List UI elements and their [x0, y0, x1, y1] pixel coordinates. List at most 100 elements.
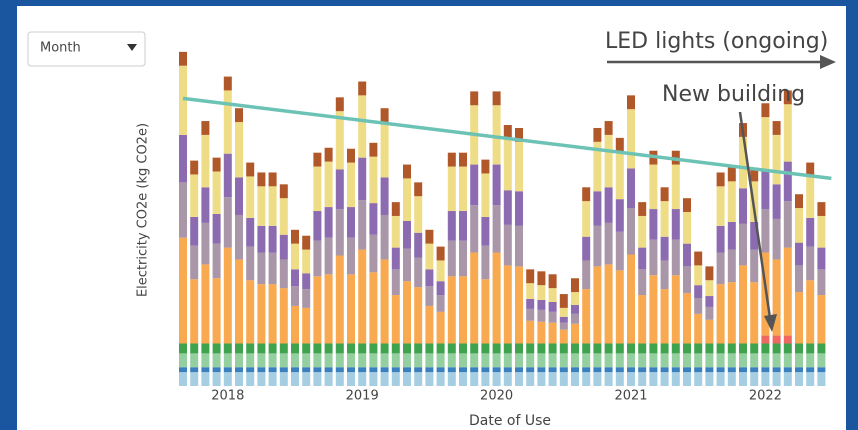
bar-segment: [503, 353, 512, 368]
bar-segment: [817, 353, 826, 368]
bar-segment: [369, 372, 378, 386]
dropdown-box[interactable]: [27, 31, 146, 67]
bar-segment: [279, 234, 288, 260]
bar-segment: [470, 164, 479, 206]
bar-segment: [212, 157, 221, 172]
bar-segment: [537, 321, 546, 344]
bar-segment: [559, 316, 568, 323]
bar-segment: [335, 353, 344, 368]
bar-segment: [201, 353, 210, 368]
bar-segment: [324, 367, 333, 373]
bar-segment: [739, 265, 747, 344]
bar-segment: [492, 105, 501, 165]
bar-segment: [761, 343, 770, 354]
bar-segment: [795, 242, 803, 266]
bar-segment: [683, 353, 691, 368]
bar-segment: [582, 353, 591, 368]
bar-segment: [593, 127, 602, 142]
bar-segment: [503, 125, 512, 139]
bar-segment: [615, 367, 624, 373]
bar-segment: [716, 372, 725, 386]
bar-segment: [403, 164, 411, 179]
bar-segment: [246, 162, 255, 177]
bar-segment: [324, 274, 333, 344]
bar-segment: [660, 236, 669, 261]
bar-segment: [291, 367, 299, 373]
bar-segment: [459, 240, 467, 277]
bar-segment: [447, 367, 456, 373]
bar-segment: [358, 249, 367, 344]
bar-segment: [492, 343, 501, 354]
bar-segment: [179, 51, 187, 66]
bar-segment: [817, 343, 826, 354]
bar-segment: [347, 162, 355, 208]
bar-segment: [806, 353, 815, 368]
bar-segment: [571, 278, 579, 293]
bar-segment: [515, 266, 523, 344]
bar-segment: [459, 353, 467, 368]
bar-segment: [425, 229, 434, 244]
bar-segment: [358, 157, 367, 201]
bar-segment: [302, 367, 311, 373]
bar-segment: [190, 367, 199, 373]
bar-segment: [795, 194, 803, 209]
dropdown-label[interactable]: Month: [40, 41, 81, 56]
bar-segment: [302, 372, 311, 386]
bar-segment: [212, 243, 221, 279]
bar-segment: [369, 203, 378, 235]
bar-segment: [268, 367, 277, 373]
bar-segment: [279, 198, 288, 235]
x-tick-label: 2020: [480, 389, 513, 404]
dropdown-arrow[interactable]: [127, 44, 137, 51]
bar-segment: [313, 166, 322, 212]
bar-segment: [638, 367, 647, 373]
bar-segment: [347, 274, 355, 344]
bar-segment: [425, 353, 434, 368]
bar-segment: [772, 372, 781, 386]
bar-segment: [705, 367, 714, 373]
bar-segment: [660, 260, 669, 290]
bar-segment: [739, 372, 747, 386]
dropdown[interactable]: Month: [27, 31, 146, 67]
bar-segment: [201, 187, 210, 223]
bar-segment: [503, 372, 512, 386]
bar-segment: [246, 343, 255, 354]
bar-segment: [649, 367, 658, 373]
bar-segment: [750, 353, 759, 368]
bar-segment: [358, 200, 367, 250]
bar-segment: [492, 367, 501, 373]
bar-segment: [470, 91, 479, 106]
bar-segment: [739, 188, 747, 224]
bar-segment: [761, 171, 770, 210]
bar-segment: [459, 367, 467, 373]
bar-segment: [447, 353, 456, 368]
bar-segment: [459, 343, 467, 354]
bar-segment: [470, 343, 479, 354]
bar-segment: [268, 372, 277, 386]
bar-segment: [190, 216, 199, 246]
bar-segment: [806, 162, 815, 177]
bar-segment: [694, 343, 703, 354]
bar-segment: [403, 220, 411, 249]
bar-segment: [559, 372, 568, 386]
bar-segment: [593, 266, 602, 344]
bar-segment: [761, 335, 770, 344]
bar-segment: [548, 353, 557, 368]
bar-segment: [268, 172, 277, 187]
bar-segment: [526, 353, 535, 368]
bar-segment: [683, 343, 691, 354]
bar-segment: [627, 372, 635, 386]
bar-segment: [447, 240, 456, 277]
bar-segment: [739, 136, 747, 189]
bar-segment: [369, 234, 378, 273]
bar-segment: [201, 367, 210, 373]
bar-segment: [291, 343, 299, 354]
bar-segment: [783, 161, 792, 202]
bar-segment: [548, 372, 557, 386]
bar-segment: [279, 367, 288, 373]
bar-segment: [347, 207, 355, 238]
bar-segment: [638, 295, 647, 344]
bar-segment: [414, 182, 423, 197]
bar-segment: [235, 259, 243, 344]
bar-segment: [391, 247, 400, 270]
